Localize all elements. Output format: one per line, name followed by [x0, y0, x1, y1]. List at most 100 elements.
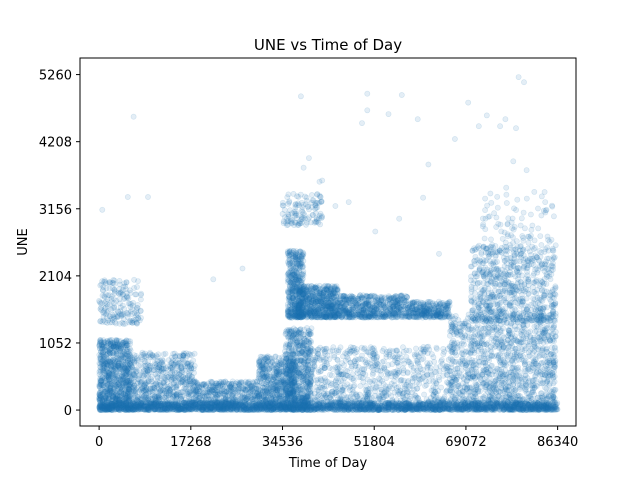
data-point: [109, 312, 116, 318]
data-point: [220, 391, 227, 398]
data-point: [106, 395, 112, 402]
data-point: [139, 385, 146, 392]
data-point: [103, 285, 110, 292]
data-point: [269, 403, 275, 410]
data-point: [160, 369, 167, 376]
data-point: [133, 396, 140, 403]
data-point: [100, 382, 107, 389]
data-point: [100, 404, 107, 411]
data-point: [407, 402, 414, 409]
data-point: [152, 393, 158, 400]
data-point: [156, 362, 163, 369]
data-point: [132, 291, 139, 298]
data-point: [303, 401, 310, 408]
data-point: [517, 400, 524, 407]
data-point: [120, 393, 127, 400]
data-point: [222, 400, 229, 407]
data-point: [160, 406, 167, 413]
data-point: [149, 373, 156, 380]
data-point: [130, 367, 137, 374]
data-point: [460, 406, 466, 413]
data-point: [96, 389, 103, 396]
data-point: [137, 296, 144, 303]
data-point: [145, 407, 152, 413]
data-point: [392, 402, 399, 409]
data-point: [104, 365, 110, 372]
data-point: [136, 405, 143, 412]
data-point: [296, 400, 302, 407]
data-point: [185, 393, 192, 400]
data-point: [375, 404, 382, 411]
data-point: [377, 402, 384, 409]
data-point: [462, 405, 469, 412]
data-point: [460, 399, 467, 406]
data-point: [135, 315, 141, 322]
data-point: [119, 352, 125, 359]
data-point: [208, 380, 215, 386]
data-point: [288, 404, 295, 411]
data-point: [431, 405, 438, 411]
data-point: [386, 399, 392, 406]
data-point: [259, 404, 265, 411]
data-point: [242, 387, 249, 394]
data-point: [472, 406, 478, 413]
data-point: [104, 388, 111, 395]
data-point: [341, 400, 348, 407]
data-point: [511, 403, 518, 409]
data-point: [283, 404, 290, 411]
data-point: [165, 363, 171, 370]
data-point: [109, 361, 116, 368]
data-point: [362, 405, 368, 412]
data-point: [108, 343, 114, 349]
data-point: [449, 402, 455, 408]
data-point: [435, 405, 441, 412]
data-point: [110, 356, 117, 363]
data-point: [107, 338, 114, 345]
data-point: [358, 402, 365, 409]
data-point: [154, 383, 161, 390]
data-point: [193, 382, 199, 389]
data-point: [287, 400, 294, 406]
data-point: [190, 357, 197, 364]
data-point: [175, 406, 181, 413]
data-point: [235, 380, 242, 387]
data-point: [141, 370, 148, 377]
data-point: [552, 404, 559, 410]
data-point: [177, 379, 184, 386]
data-point: [249, 405, 256, 412]
data-point: [134, 305, 141, 311]
data-point: [205, 396, 212, 403]
data-point: [122, 283, 129, 290]
data-point: [301, 403, 308, 410]
data-point: [115, 381, 121, 387]
data-point: [315, 404, 321, 410]
data-point: [471, 405, 478, 412]
data-point: [205, 386, 211, 393]
data-point: [141, 363, 147, 369]
data-point: [123, 369, 129, 376]
data-point: [145, 377, 152, 384]
data-point: [129, 311, 135, 317]
data-point: [254, 407, 261, 413]
data-point: [138, 405, 144, 412]
data-point: [137, 400, 144, 406]
data-point: [160, 379, 166, 386]
data-point: [121, 363, 127, 370]
data-point: [228, 381, 235, 388]
data-point: [140, 406, 147, 413]
data-point: [131, 385, 138, 391]
data-point: [238, 400, 244, 407]
data-point: [111, 290, 118, 297]
data-point: [495, 400, 502, 407]
data-point: [183, 385, 190, 392]
data-point: [222, 379, 229, 386]
data-point: [234, 385, 241, 392]
data-point: [119, 376, 125, 383]
data-point: [174, 362, 181, 369]
data-point: [151, 406, 158, 413]
data-point: [168, 405, 175, 412]
data-point: [333, 401, 340, 407]
data-point: [104, 303, 111, 310]
data-point: [158, 400, 165, 407]
